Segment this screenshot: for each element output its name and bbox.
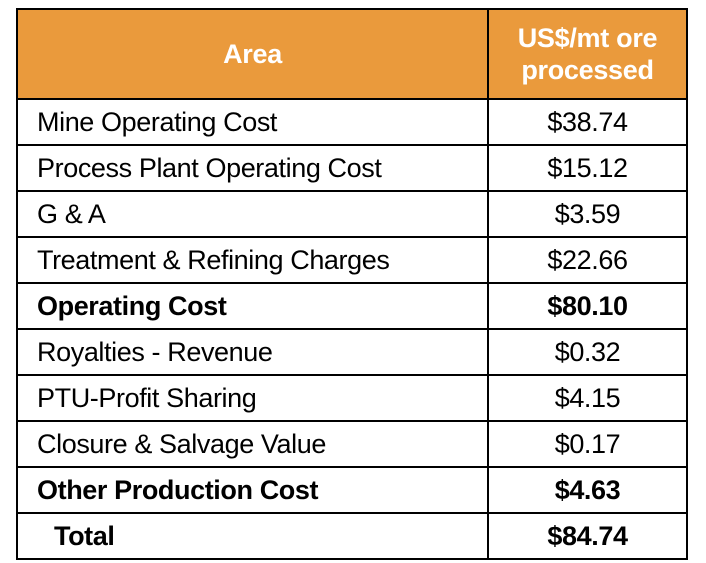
row-value-cell: $22.66	[487, 236, 688, 284]
table-row: Mine Operating Cost $38.74	[16, 98, 688, 146]
row-value-cell: $0.32	[487, 328, 688, 376]
row-area-cell: Operating Cost	[16, 282, 489, 330]
table-row: Royalties - Revenue $0.32	[16, 328, 688, 376]
subtotal-row-operating-cost: Operating Cost $80.10	[16, 282, 688, 330]
table-row: Closure & Salvage Value $0.17	[16, 420, 688, 468]
table-row: PTU-Profit Sharing $4.15	[16, 374, 688, 422]
row-area-cell: PTU-Profit Sharing	[16, 374, 489, 422]
row-area-cell: Other Production Cost	[16, 466, 489, 514]
cost-table: Area US$/mt ore processed Mine Operating…	[16, 8, 688, 560]
row-area-cell: Mine Operating Cost	[16, 98, 489, 146]
table-row: G & A $3.59	[16, 190, 688, 238]
row-value-cell: $0.17	[487, 420, 688, 468]
header-value-line1: US$/mt ore	[517, 23, 658, 53]
row-value-cell: $4.15	[487, 374, 688, 422]
row-area-cell: Treatment & Refining Charges	[16, 236, 489, 284]
row-area-cell: G & A	[16, 190, 489, 238]
row-value-cell: $4.63	[487, 466, 688, 514]
row-area-cell: Closure & Salvage Value	[16, 420, 489, 468]
row-value-cell: $84.74	[487, 512, 688, 560]
row-area-cell: Total	[16, 512, 489, 560]
row-value-cell: $15.12	[487, 144, 688, 192]
table-header-row: Area US$/mt ore processed	[16, 8, 688, 100]
table-row: Treatment & Refining Charges $22.66	[16, 236, 688, 284]
total-row: Total $84.74	[16, 512, 688, 560]
row-value-cell: $80.10	[487, 282, 688, 330]
row-value-cell: $3.59	[487, 190, 688, 238]
header-area: Area	[16, 8, 489, 100]
header-value: US$/mt ore processed	[487, 8, 688, 100]
table-row: Process Plant Operating Cost $15.12	[16, 144, 688, 192]
row-value-cell: $38.74	[487, 98, 688, 146]
subtotal-row-other-production-cost: Other Production Cost $4.63	[16, 466, 688, 514]
row-area-cell: Royalties - Revenue	[16, 328, 489, 376]
header-value-line2: processed	[521, 55, 654, 85]
row-area-cell: Process Plant Operating Cost	[16, 144, 489, 192]
